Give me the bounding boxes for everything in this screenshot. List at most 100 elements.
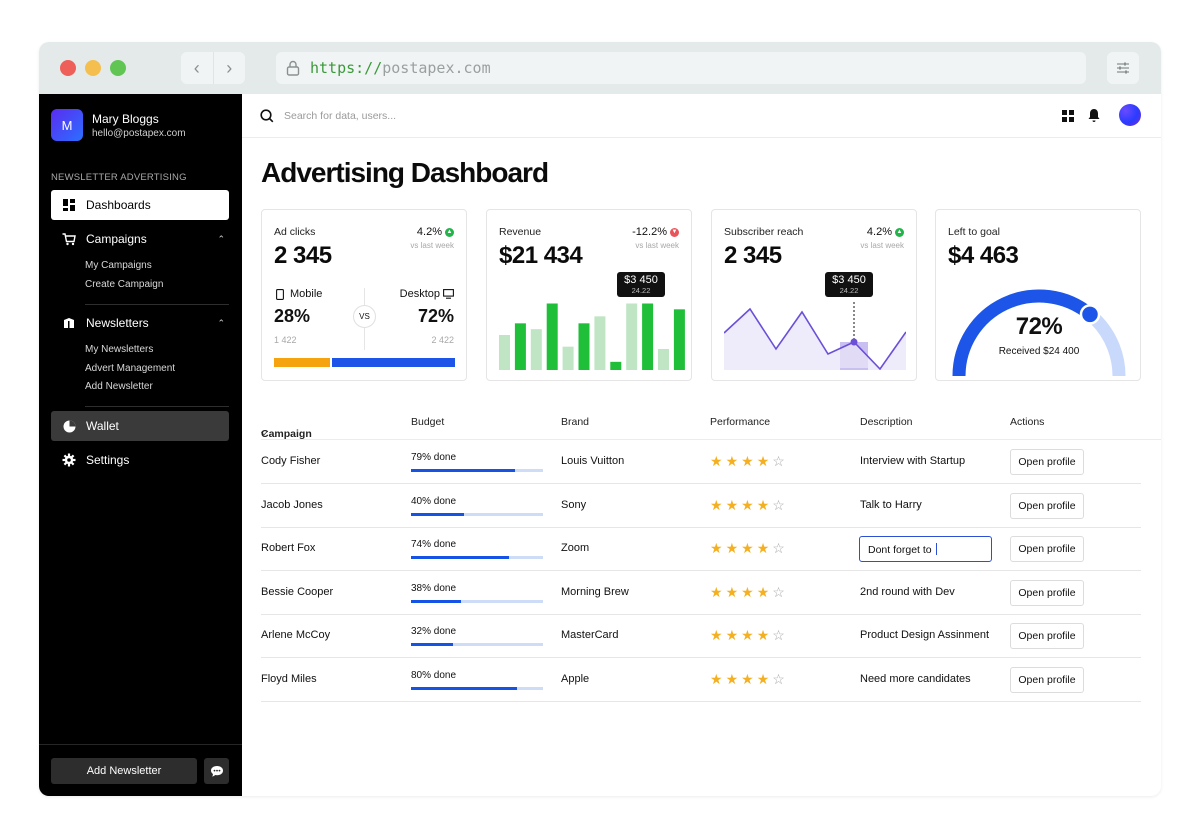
sidebar-item-campaigns[interactable]: Campaigns ⌃ — [51, 224, 229, 254]
sidebar-item-label: Settings — [86, 453, 130, 467]
address-bar[interactable]: https://postapex.com — [276, 52, 1086, 84]
cart-icon — [62, 232, 76, 246]
sidebar-subitem-create-campaign[interactable]: Create Campaign — [85, 279, 164, 290]
budget-progress-fill — [411, 599, 462, 603]
star-filled-icon: ★ — [710, 496, 723, 513]
header-label: Campaign — [261, 428, 312, 440]
campaign-table-header: Campaign ⌵ Budget Brand Performance Desc… — [261, 404, 1161, 440]
star-filled-icon: ★ — [741, 453, 754, 469]
sidebar-subitem-my-campaigns[interactable]: My Campaigns — [85, 260, 152, 271]
star-filled-icon: ★ — [725, 583, 739, 600]
brand-cell: Morning Brew — [561, 585, 629, 598]
open-profile-button[interactable]: Open profile — [1010, 536, 1084, 563]
card-label: Left to goal — [948, 226, 1000, 238]
budget-progress-track — [411, 687, 543, 690]
open-profile-button[interactable]: Open profile — [1010, 449, 1084, 475]
open-profile-button[interactable]: Open profile — [1010, 623, 1084, 650]
star-empty-icon: ☆ — [772, 540, 785, 557]
sidebar-subitem-advert-management[interactable]: Advert Management — [85, 363, 176, 374]
star-filled-icon: ★ — [741, 496, 754, 513]
star-filled-icon: ★ — [725, 627, 739, 644]
card-label: Subscriber reach — [724, 226, 804, 238]
add-newsletter-button[interactable]: Add Newsletter — [51, 758, 197, 784]
gauge-percent: 72% — [1015, 313, 1063, 340]
campaign-name-cell: Jacob Jones — [261, 498, 323, 511]
description-cell: Product Design Assinment — [860, 629, 990, 642]
description-cell: Talk to Harry — [860, 498, 922, 511]
sidebar-item-dashboards[interactable]: Dashboards — [51, 190, 229, 220]
performance-rating: ★ ★ ★ ★ ☆ — [710, 585, 785, 599]
reach-area — [724, 309, 906, 370]
sidebar-divider — [85, 304, 229, 305]
url-text: https://postapex.com — [310, 59, 491, 77]
revenue-bar-chart — [499, 303, 685, 370]
open-profile-button[interactable]: Open profile — [1010, 579, 1084, 606]
description-cell: 2nd round with Dev — [860, 585, 955, 598]
description-cell: Need more candidates — [860, 673, 971, 685]
delta-text: 4.2% — [866, 226, 892, 238]
back-icon[interactable]: ‹ — [181, 52, 214, 84]
apps-grid-icon[interactable] — [1062, 110, 1074, 122]
card-delta: -12.2% ▼ — [632, 226, 679, 238]
open-profile-button[interactable]: Open profile — [1010, 492, 1084, 519]
minimize-window-button[interactable] — [85, 60, 101, 76]
chat-button[interactable] — [204, 758, 229, 784]
budget-label: 79% done — [411, 452, 457, 463]
browser-settings-button[interactable] — [1107, 52, 1139, 84]
revenue-tooltip: $3 450 24.22 — [617, 272, 665, 297]
star-filled-icon: ★ — [741, 671, 754, 687]
search-icon[interactable] — [260, 109, 274, 123]
mobile-label: Mobile — [290, 288, 323, 300]
star-empty-icon: ☆ — [772, 496, 785, 513]
campaign-name-cell: Bessie Cooper — [261, 585, 334, 598]
card-vs: vs last week — [860, 241, 904, 250]
budget-cell: 79% done — [411, 452, 543, 472]
description-input[interactable]: Dont forget to — [859, 536, 992, 563]
sidebar-item-wallet[interactable]: Wallet — [51, 411, 229, 441]
budget-label: 40% done — [411, 495, 457, 507]
revenue-bar — [594, 316, 606, 370]
chevron-up-icon[interactable]: ⌃ — [217, 318, 225, 328]
card-vs: vs last week — [410, 241, 454, 250]
sidebar-subitem-my-newsletters[interactable]: My Newsletters — [85, 344, 154, 355]
header-description: Description — [860, 416, 913, 428]
budget-cell: 40% done — [411, 495, 543, 516]
maximize-window-button[interactable] — [110, 60, 126, 76]
card-vs: vs last week — [635, 241, 679, 250]
bell-icon[interactable] — [1087, 108, 1101, 123]
profile-avatar[interactable] — [1119, 104, 1141, 126]
star-filled-icon: ★ — [756, 496, 770, 513]
star-empty-icon: ☆ — [772, 583, 785, 600]
ad-clicks-card: Ad clicks 2 345 4.2% ▲ vs last week Mobil… — [261, 209, 467, 381]
budget-label: 38% done — [411, 582, 457, 594]
arrow-up-icon: ▲ — [445, 227, 454, 237]
close-window-button[interactable] — [60, 60, 76, 76]
revenue-bar — [546, 303, 558, 370]
budget-progress-track — [411, 556, 543, 560]
browser-window: ‹ › https://postapex.com M Mary Bloggs h… — [39, 42, 1161, 796]
revenue-bar — [658, 349, 669, 370]
desktop-label: Desktop — [399, 288, 440, 300]
star-filled-icon: ★ — [725, 671, 739, 687]
sidebar-item-settings[interactable]: Settings — [51, 445, 229, 475]
performance-rating: ★ ★ ★ ★ ☆ — [710, 454, 785, 468]
table-row: Bessie Cooper 38% done Morning Brew ★ ★ ★ ★ ☆ 2n… — [261, 571, 1141, 615]
open-profile-button[interactable]: Open profile — [1010, 667, 1084, 693]
sliders-icon — [1117, 62, 1129, 74]
brand-cell: Louis Vuitton — [561, 455, 625, 467]
search-input[interactable]: Search for data, users... — [284, 110, 397, 122]
gauge-handle — [1079, 304, 1101, 325]
table-row: Cody Fisher 79% done Louis Vuitton ★ ★ ★ ★ ☆ Int… — [261, 440, 1141, 484]
star-filled-icon: ★ — [756, 453, 770, 469]
tooltip-value: $3 450 — [624, 274, 658, 286]
star-filled-icon: ★ — [710, 453, 723, 469]
description-input-value: Dont forget to — [868, 544, 932, 557]
star-filled-icon: ★ — [725, 540, 739, 557]
sidebar-subitem-add-newsletter[interactable]: Add Newsletter — [85, 381, 153, 392]
user-avatar[interactable]: M — [51, 109, 83, 141]
forward-icon[interactable]: › — [226, 57, 233, 78]
sidebar-item-newsletters[interactable]: Newsletters ⌃ — [51, 308, 229, 338]
vs-badge: VS — [353, 305, 376, 328]
chevron-up-icon[interactable]: ⌃ — [217, 234, 225, 244]
budget-progress-fill — [411, 643, 454, 647]
